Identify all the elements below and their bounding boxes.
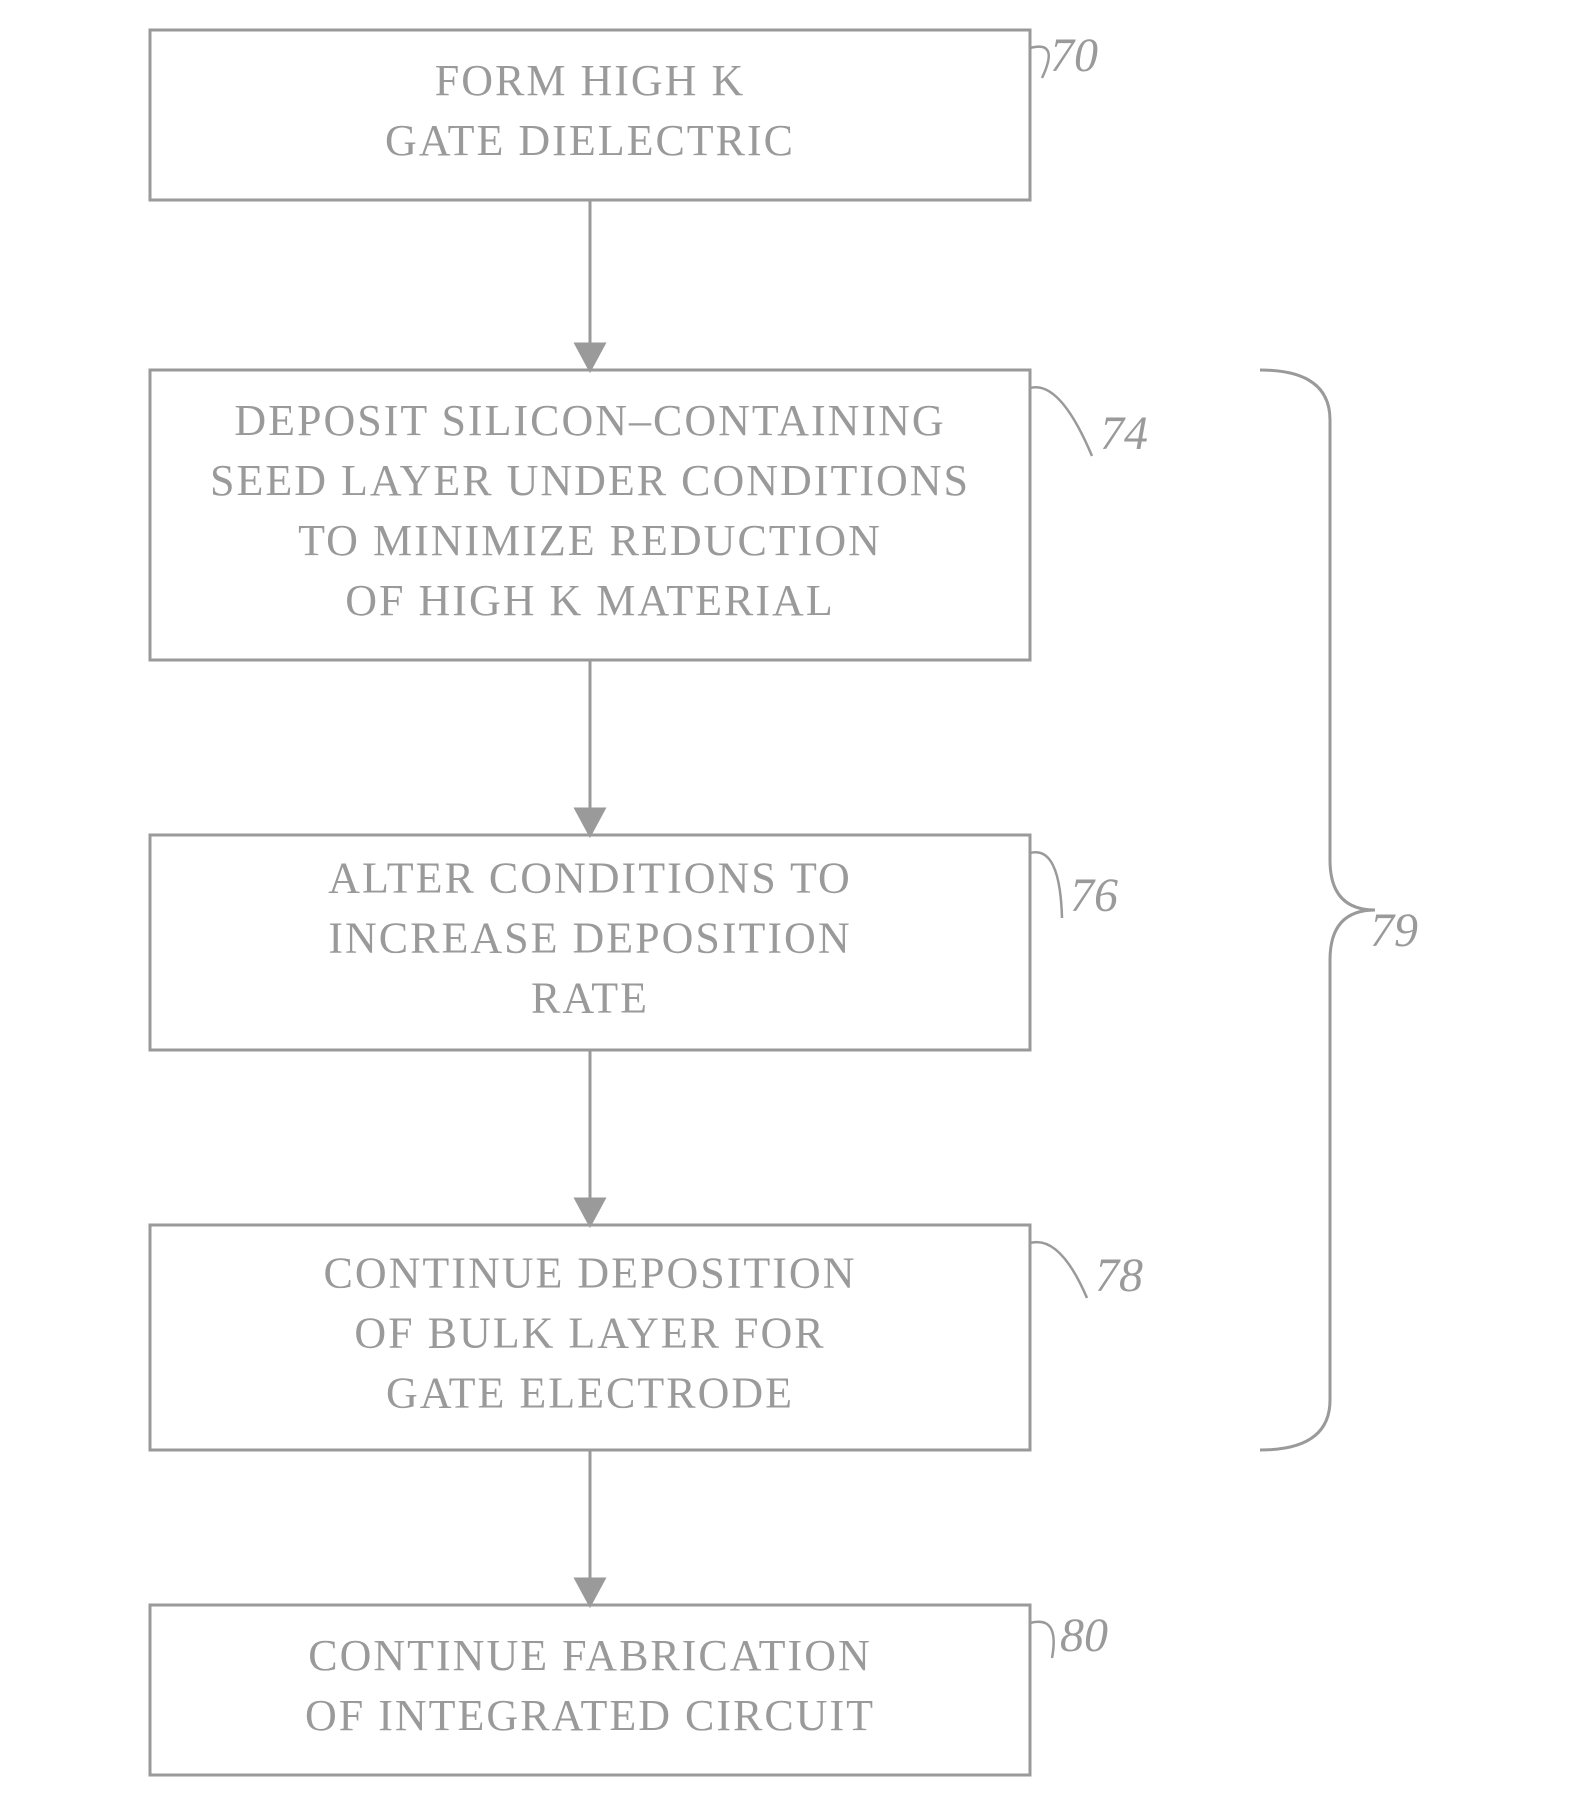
arrow-head-74-to-76 <box>576 809 604 835</box>
ref-number-78: 78 <box>1095 1249 1143 1302</box>
leader-80 <box>1030 1622 1054 1658</box>
ref-number-70: 70 <box>1050 29 1098 82</box>
flow-box-80-line-0: CONTINUE FABRICATION <box>308 1631 872 1680</box>
ref-number-74: 74 <box>1100 407 1148 460</box>
flow-box-78-line-2: GATE ELECTRODE <box>386 1369 794 1418</box>
flow-box-74-line-1: SEED LAYER UNDER CONDITIONS <box>210 456 970 505</box>
flow-box-74-line-3: OF HIGH K MATERIAL <box>345 576 834 625</box>
flow-box-74-line-2: TO MINIMIZE REDUCTION <box>298 516 882 565</box>
ref-number-76: 76 <box>1070 869 1118 922</box>
flow-box-70-line-0: FORM HIGH K <box>435 56 745 105</box>
leader-78 <box>1030 1242 1087 1298</box>
leader-70 <box>1030 47 1049 78</box>
ref-number-80: 80 <box>1060 1609 1108 1662</box>
leader-76 <box>1030 852 1062 918</box>
brace-79 <box>1260 370 1375 1450</box>
flow-box-74-line-0: DEPOSIT SILICON–CONTAINING <box>234 396 945 445</box>
arrow-head-76-to-78 <box>576 1199 604 1225</box>
flow-box-76-line-0: ALTER CONDITIONS TO <box>328 854 852 903</box>
flow-box-78-line-1: OF BULK LAYER FOR <box>354 1309 825 1358</box>
leader-74 <box>1030 387 1092 456</box>
arrow-head-78-to-80 <box>576 1579 604 1605</box>
ref-number-79: 79 <box>1370 904 1418 957</box>
flow-box-76-line-1: INCREASE DEPOSITION <box>328 914 851 963</box>
arrow-head-70-to-74 <box>576 344 604 370</box>
flow-box-80-line-1: OF INTEGRATED CIRCUIT <box>305 1691 875 1740</box>
flow-box-76-line-2: RATE <box>531 974 649 1023</box>
flow-box-70-line-1: GATE DIELECTRIC <box>385 116 795 165</box>
flow-box-78-line-0: CONTINUE DEPOSITION <box>324 1249 857 1298</box>
